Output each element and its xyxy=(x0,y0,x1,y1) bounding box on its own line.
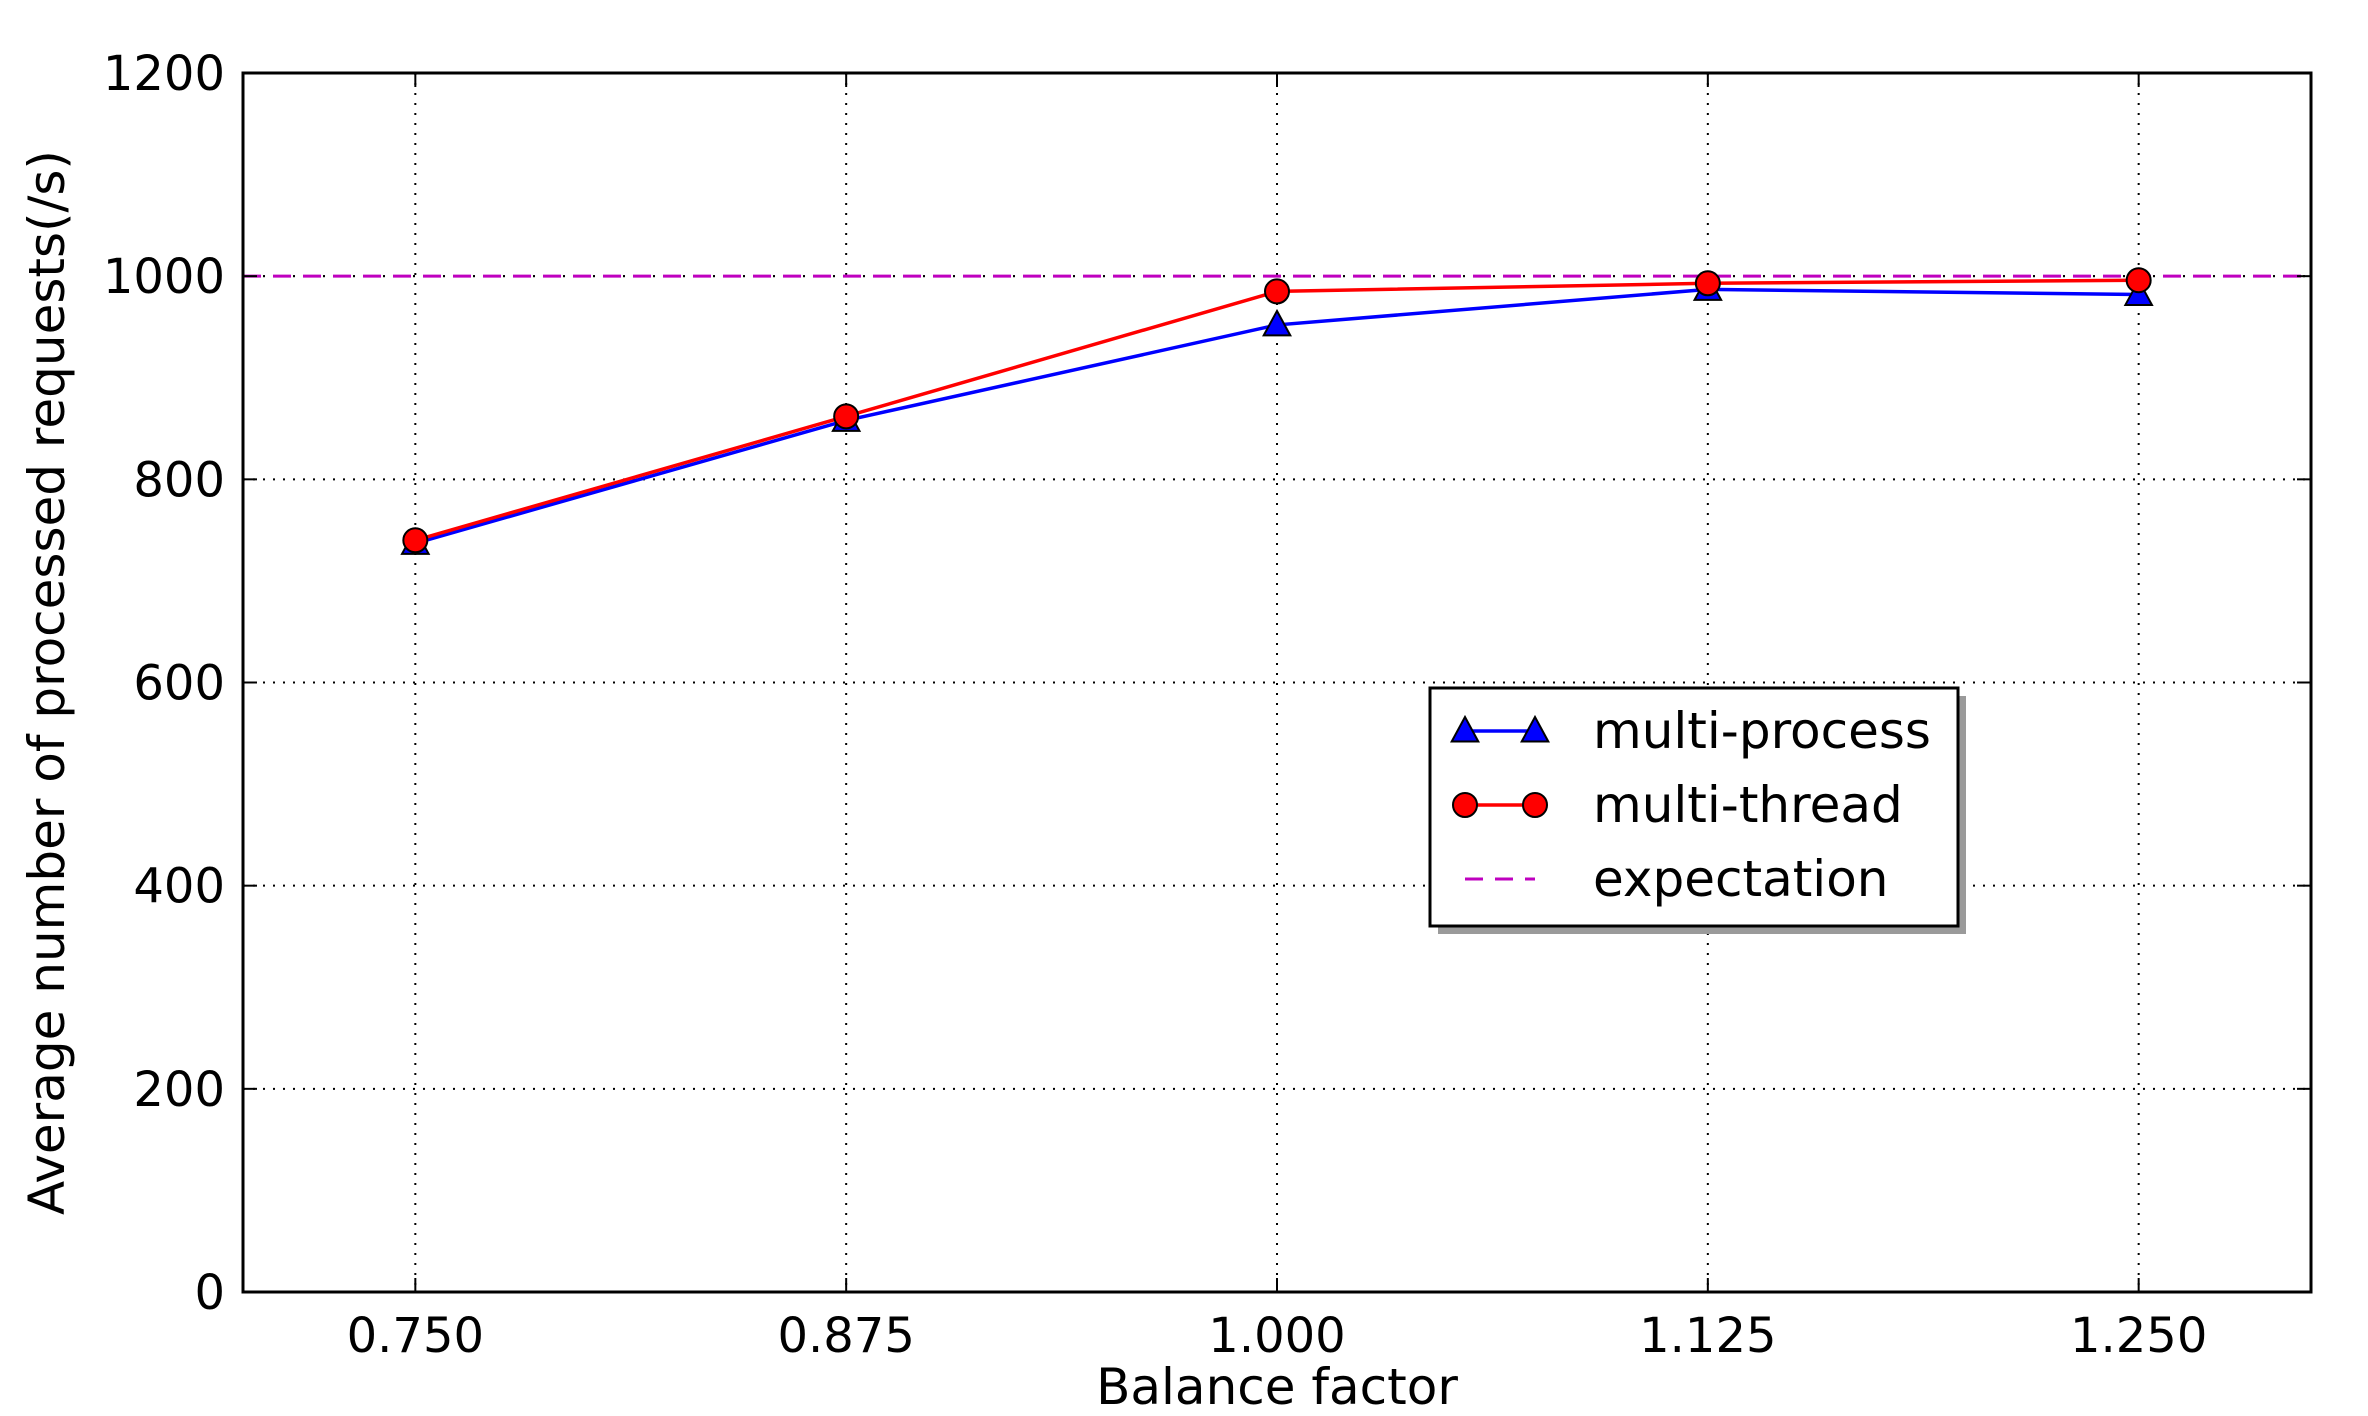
y-tick-label: 1200 xyxy=(103,46,225,102)
y-tick-label: 800 xyxy=(133,452,225,508)
point-multi-thread xyxy=(1264,278,1290,305)
x-tick-label: 0.875 xyxy=(777,1308,914,1364)
x-tick-label: 1.000 xyxy=(1208,1308,1345,1364)
legend: multi-process multi-thread expectation xyxy=(1428,686,1966,934)
point-multi-thread xyxy=(833,403,860,430)
y-tick-label: 600 xyxy=(133,656,225,712)
point-multi-thread xyxy=(1694,270,1721,297)
x-tick-label: 0.750 xyxy=(347,1308,484,1364)
point-multi-thread xyxy=(2125,267,2152,294)
point-multi-process xyxy=(1262,308,1292,337)
legend-marker-multi-thread xyxy=(1522,792,1548,818)
legend-label-expectation: expectation xyxy=(1593,850,1888,908)
y-axis-label: Average number of processed requests(/s) xyxy=(18,150,76,1215)
legend-box xyxy=(1428,686,1960,928)
y-tick-label: 1000 xyxy=(103,249,225,305)
legend-marker-multi-process xyxy=(1450,714,1480,743)
ticks: 0.750 0.875 1.000 1.125 1.250 0 200 400 600 800 10… xyxy=(103,46,2311,1364)
series-multi-thread xyxy=(402,267,2152,554)
x-tick-label: 1.250 xyxy=(2070,1308,2207,1364)
grid xyxy=(243,73,2311,1292)
legend-marker-multi-process xyxy=(1520,714,1550,743)
y-tick-label: 400 xyxy=(133,859,225,915)
legend-label-multi-thread: multi-thread xyxy=(1593,776,1903,834)
y-tick-label: 0 xyxy=(194,1265,225,1321)
x-tick-label: 1.125 xyxy=(1639,1308,1776,1364)
legend-label-multi-process: multi-process xyxy=(1593,702,1931,760)
legend-marker-multi-thread xyxy=(1452,792,1478,818)
x-axis-label: Balance factor xyxy=(1096,1358,1458,1416)
y-tick-label: 200 xyxy=(133,1062,225,1118)
point-multi-thread xyxy=(402,527,429,554)
series-group xyxy=(400,267,2154,555)
